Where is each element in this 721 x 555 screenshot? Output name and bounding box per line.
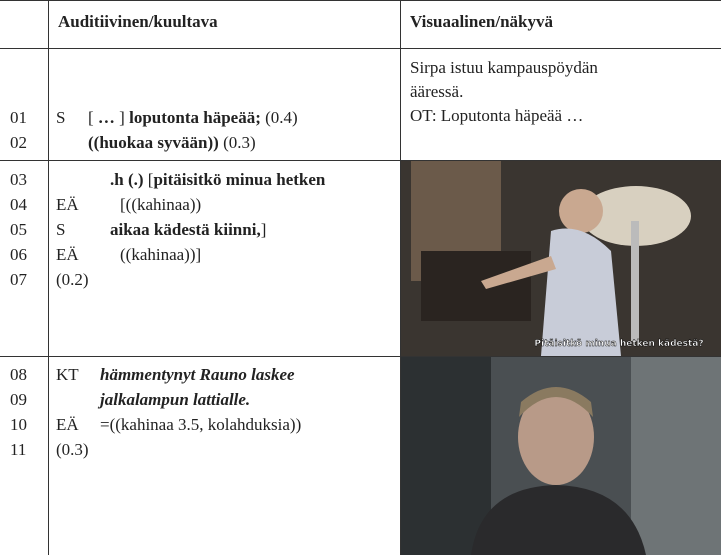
rule xyxy=(0,0,721,1)
segment: ((huokaa syvään)) xyxy=(88,133,219,152)
speaker: (0.2) xyxy=(56,270,89,289)
utterance: hämmentynyt Rauno laskee xyxy=(100,365,295,385)
speaker: S xyxy=(56,220,66,239)
utterance: .h (.) [pitäisitkö minua hetken xyxy=(110,170,325,190)
segment: .h (.) xyxy=(110,170,148,189)
utterance: [ … ] loputonta häpeää; (0.4) xyxy=(88,108,298,128)
speaker: S xyxy=(56,108,66,127)
video-still: Pitäisitkö minua hetken kädestä? xyxy=(401,161,721,356)
segment: ((kahinaa))] xyxy=(120,245,202,264)
header: Auditiivinen/kuultava xyxy=(58,12,218,31)
rule xyxy=(0,160,721,161)
rule xyxy=(400,0,401,555)
speaker: KT xyxy=(56,365,79,384)
segment: (0.4) xyxy=(260,108,298,127)
video-still xyxy=(401,357,721,555)
speaker: (0.3) xyxy=(56,440,89,459)
utterance: ((huokaa syvään)) (0.3) xyxy=(88,133,256,153)
utterance: [((kahinaa)) xyxy=(120,195,201,215)
utterance: jalkalampun lattialle. xyxy=(100,390,250,410)
segment: =((kahinaa 3.5, kolahduksia)) xyxy=(100,415,302,434)
utterance: ((kahinaa))] xyxy=(120,245,201,265)
line-number: 03 xyxy=(10,170,27,189)
segment: [ xyxy=(88,108,94,127)
segment: loputonta häpeää; xyxy=(129,108,261,127)
segment: ] xyxy=(260,220,267,239)
line-number: 04 xyxy=(10,195,27,214)
visual-text: OT: Loputonta häpeää … xyxy=(410,106,584,125)
segment: … xyxy=(93,108,120,127)
segment: aikaa kädestä kiinni, xyxy=(110,220,261,239)
line-number: 10 xyxy=(10,415,27,434)
line-number: 01 xyxy=(10,108,27,127)
header: Visuaalinen/näkyvä xyxy=(410,12,553,31)
segment: [((kahinaa)) xyxy=(120,195,202,214)
line-number: 02 xyxy=(10,133,27,152)
rule xyxy=(0,48,721,49)
visual-text: Sirpa istuu kampauspöydän xyxy=(410,58,598,77)
rule xyxy=(0,356,721,357)
line-number: 11 xyxy=(10,440,27,459)
utterance: aikaa kädestä kiinni,] xyxy=(110,220,266,240)
segment: [ xyxy=(147,170,154,189)
subtitle: Pitäisitkö minua hetken kädestä? xyxy=(534,339,703,349)
line-number: 05 xyxy=(10,220,27,239)
line-number: 07 xyxy=(10,270,27,289)
segment: hämmentynyt Rauno laskee xyxy=(100,365,295,384)
rule xyxy=(48,0,49,555)
line-number: 08 xyxy=(10,365,27,384)
utterance: =((kahinaa 3.5, kolahduksia)) xyxy=(100,415,301,435)
segment: (0.3) xyxy=(218,133,256,152)
segment: jalkalampun lattialle. xyxy=(100,390,251,409)
segment: pitäisitkö minua hetken xyxy=(153,170,326,189)
segment: ] xyxy=(119,108,130,127)
speaker: EÄ xyxy=(56,195,79,214)
speaker: EÄ xyxy=(56,415,79,434)
visual-text: ääressä. xyxy=(410,82,464,101)
line-number: 09 xyxy=(10,390,27,409)
line-number: 06 xyxy=(10,245,27,264)
speaker: EÄ xyxy=(56,245,79,264)
